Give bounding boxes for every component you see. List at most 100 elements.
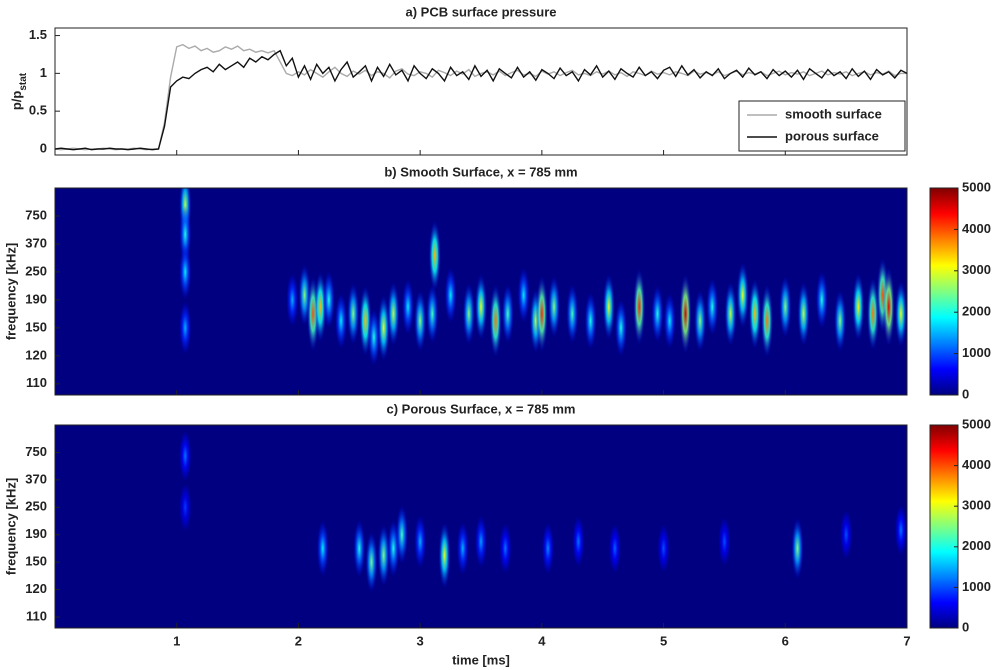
spectral-blob [797,281,810,347]
spectral-blob [614,299,627,357]
spectral-blob [499,523,512,574]
colorbar-tick-label: 0 [962,386,969,401]
y-tick-label: 1.5 [29,27,47,42]
x-axis-label: time [ms] [452,652,510,667]
spectral-blob [444,267,457,324]
y-tick-label: 250 [25,499,47,514]
spectral-blob [179,243,192,300]
spectral-blob [657,524,670,573]
spectral-blob [779,275,792,338]
panel-title: b) Smooth Surface, x = 785 mm [384,164,577,179]
colorbar-tick-label: 2000 [962,538,991,553]
spectral-blob [286,273,299,327]
y-tick-label: 1 [40,65,47,80]
spectral-blob [475,515,487,568]
spectral-blob [475,273,487,341]
axes-frame [54,187,908,396]
spectral-blob [316,520,329,577]
spectral-blob [815,271,828,329]
x-tick-label: 3 [417,633,424,648]
colorbar-tick-label: 3000 [962,262,991,277]
x-tick-label: 6 [782,633,789,648]
spectral-blob [367,308,380,366]
y-tick-label: 0 [40,140,47,155]
legend-label: porous surface [785,128,879,143]
spectral-blob [428,220,441,292]
spectral-blob [736,262,749,329]
y-tick-label: 190 [25,526,47,541]
colorbar-tick-label: 1000 [962,579,991,594]
spectral-blob [566,284,579,344]
line-series [54,43,907,151]
spectral-blob [179,483,192,532]
spectral-blob [179,301,192,355]
spectral-blob [602,273,615,341]
y-axis-label: frequency [kHz] [3,243,18,341]
spectral-blob [834,289,847,352]
spectral-blob [395,505,408,565]
spectral-blob [894,280,907,348]
y-tick-label: 750 [25,444,47,459]
spectral-blob [761,284,774,358]
spectral-blob [791,517,804,580]
spectral-blob [179,430,192,482]
spectral-blob [706,278,719,336]
y-tick-label: 370 [25,471,47,486]
colorbar-tick-label: 1000 [962,345,991,360]
colorbar-tick-label: 3000 [962,498,991,513]
spectral-blob [414,514,427,569]
spectral-blob [414,289,427,352]
spectral-blob [572,516,585,567]
spectral-blob [882,267,895,347]
y-tick-label: 370 [25,235,47,250]
spectral-blob [663,292,676,349]
spectral-blob [456,521,469,576]
spectral-blob [462,282,475,345]
spectral-blob [347,282,360,345]
panel-title: a) PCB surface pressure [405,4,556,19]
spectral-blob [377,524,390,587]
spectral-blob [353,519,366,578]
legend-label: smooth surface [785,106,882,121]
y-tick-label: 150 [25,319,47,334]
colorbar-tick-label: 4000 [962,221,991,236]
x-tick-label: 7 [903,633,910,648]
y-tick-label: 110 [26,375,47,390]
x-tick-label: 4 [538,633,546,648]
colorbar-tick-label: 5000 [962,179,991,194]
spectral-blob [633,268,646,346]
spectral-blob [335,292,348,349]
y-label-sub: stat [18,72,29,90]
spectral-blob [517,267,530,324]
x-tick-label: 1 [173,633,180,648]
spectral-blob [840,510,853,560]
spectral-blob [852,272,865,341]
spectral-blob [584,292,597,350]
x-tick-label: 2 [295,633,302,648]
spectral-blob [894,504,907,556]
x-tick-label: 5 [660,633,667,648]
spectral-blob [651,285,664,343]
spectral-blob [541,522,554,575]
spectral-blob [365,531,378,593]
y-label-main: p/p [9,91,24,111]
y-axis-label: frequency [kHz] [3,478,18,576]
y-tick-label: 120 [25,581,47,596]
colorbar-tick-label: 2000 [962,304,991,319]
spectral-blob [718,517,731,566]
spectral-blob [501,284,514,344]
legend-box [738,100,906,152]
spectral-blob [387,281,400,347]
spectral-blob [535,275,548,353]
spectral-blob [724,281,737,347]
spectral-blob [401,278,414,335]
y-tick-label: 750 [25,207,47,222]
y-tick-label: 250 [25,263,47,278]
panel-title: c) Porous Surface, x = 785 mm [387,401,576,416]
spectral-blob [438,522,451,589]
colorbar [929,187,959,396]
spectral-blob [377,294,390,362]
spectral-blob [694,289,707,352]
spectral-blob [489,284,502,358]
